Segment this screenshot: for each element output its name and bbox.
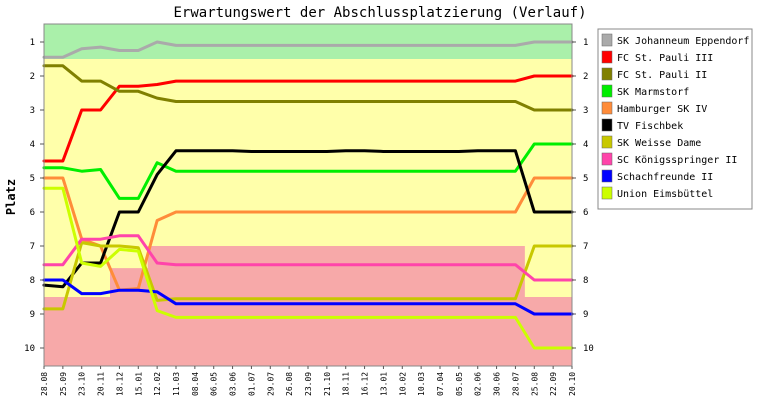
legend: SK Johanneum Eppendorf FC St. Pauli III FC… xyxy=(597,28,753,210)
x-tick-label: 21.10 xyxy=(323,372,332,396)
x-tick-label: 13.01 xyxy=(379,372,388,396)
x-tick-label: 28.07 xyxy=(511,372,520,396)
legend-label: SK Johanneum Eppendorf xyxy=(617,36,749,47)
y-tick-label-right: 9 xyxy=(583,310,588,320)
y-tick-label-right: 6 xyxy=(583,208,588,218)
legend-label: SK Marmstorf xyxy=(617,87,689,98)
x-tick-label: 01.07 xyxy=(247,372,256,396)
series-line-2 xyxy=(42,64,574,112)
y-tick-label-left: 8 xyxy=(30,276,35,286)
y-tick-label-left: 5 xyxy=(30,174,35,184)
x-tick-label: 20.11 xyxy=(97,372,106,396)
y-tick-label-right: 2 xyxy=(583,72,588,82)
x-tick-label: 18.12 xyxy=(115,372,124,396)
x-tick-label: 16.12 xyxy=(361,372,370,396)
legend-box xyxy=(597,28,753,210)
y-tick-label-right: 1 xyxy=(583,38,588,48)
legend-swatch xyxy=(601,67,613,81)
x-tick-label: 25.09 xyxy=(59,372,68,396)
y-tick-label-left: 3 xyxy=(30,106,35,116)
legend-swatch xyxy=(601,152,613,166)
x-tick-label: 07.04 xyxy=(436,372,445,396)
series-line-1 xyxy=(42,74,574,163)
legend-label: Union Eimsbüttel xyxy=(617,189,713,200)
y-tick-label-right: 8 xyxy=(583,276,588,286)
series-lines xyxy=(42,40,574,350)
x-tick-label: 25.08 xyxy=(530,372,539,396)
y-tick-label-left: 1 xyxy=(30,38,35,48)
legend-label: SK Weisse Dame xyxy=(617,138,701,149)
legend-label: FC St. Pauli III xyxy=(617,53,713,64)
x-tick-label: 03.06 xyxy=(229,372,238,396)
legend-swatch xyxy=(601,118,613,132)
y-axis-right: 1 2 3 4 5 6 7 8 9 10 xyxy=(572,38,594,354)
y-tick-label-left: 7 xyxy=(30,242,35,252)
x-tick-label: 02.06 xyxy=(474,372,483,396)
series-line-9 xyxy=(42,186,574,350)
x-tick-label: 22.09 xyxy=(549,372,558,396)
series-line-7 xyxy=(42,234,574,282)
y-axis-label: Platz xyxy=(4,179,18,215)
legend-swatch xyxy=(601,33,613,47)
x-tick-label: 20.10 xyxy=(568,372,577,396)
x-tick-label: 18.11 xyxy=(342,372,351,396)
x-tick-label: 05.05 xyxy=(455,372,464,396)
y-tick-label-left: 10 xyxy=(24,344,35,354)
x-tick-label: 15.01 xyxy=(134,372,143,396)
band-promotion xyxy=(44,24,572,59)
legend-label: Hamburger SK IV xyxy=(617,104,707,115)
y-tick-label-right: 3 xyxy=(583,106,588,116)
legend-label: FC St. Pauli II xyxy=(617,70,707,81)
legend-swatch xyxy=(601,101,613,115)
x-tick-label: 10.03 xyxy=(417,372,426,396)
x-tick-label: 23.10 xyxy=(78,372,87,396)
x-tick-label: 23.09 xyxy=(304,372,313,396)
legend-swatch xyxy=(601,84,613,98)
y-tick-label-right: 10 xyxy=(583,344,594,354)
legend-swatch xyxy=(601,186,613,200)
y-tick-label-right: 4 xyxy=(583,140,588,150)
x-tick-label: 06.05 xyxy=(210,372,219,396)
chart-title: Erwartungswert der Abschlussplatzierung … xyxy=(173,5,586,21)
legend-swatch xyxy=(601,50,613,64)
y-tick-label-right: 5 xyxy=(583,174,588,184)
legend-label: SC Königsspringer II xyxy=(617,155,737,166)
x-tick-label: 29.07 xyxy=(266,372,275,396)
legend-swatch xyxy=(601,169,613,183)
y-tick-label-right: 7 xyxy=(583,242,588,252)
x-tick-label: 30.06 xyxy=(493,372,502,396)
series-line-3 xyxy=(42,142,574,200)
legend-label: TV Fischbek xyxy=(617,121,683,132)
band-relegation xyxy=(44,246,572,366)
x-tick-label: 28.08 xyxy=(40,372,49,396)
series-line-6 xyxy=(42,241,574,311)
y-tick-label-left: 6 xyxy=(30,208,35,218)
x-tick-label: 10.02 xyxy=(398,372,407,396)
background-bands xyxy=(44,24,572,366)
y-tick-label-left: 4 xyxy=(30,140,35,150)
y-axis-left: 1 2 3 4 5 6 7 8 9 10 xyxy=(24,38,44,354)
x-tick-label: 12.02 xyxy=(153,372,162,396)
y-tick-label-left: 9 xyxy=(30,310,35,320)
x-axis: 28.08 25.09 23.10 20.11 18.12 15.01 12.02 11.03… xyxy=(40,366,577,396)
x-tick-label: 08.04 xyxy=(191,372,200,396)
series-line-0 xyxy=(42,40,574,59)
y-tick-label-left: 2 xyxy=(30,72,35,82)
series-line-8 xyxy=(42,278,574,316)
series-line-5 xyxy=(42,149,574,289)
legend-swatch xyxy=(601,135,613,149)
legend-label: Schachfreunde II xyxy=(617,172,713,183)
x-tick-label: 11.03 xyxy=(172,372,181,396)
x-tick-label: 26.08 xyxy=(285,372,294,396)
